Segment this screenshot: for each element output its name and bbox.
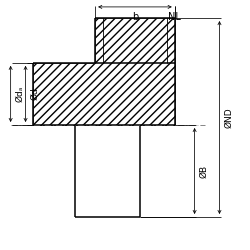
Text: NL: NL bbox=[168, 12, 181, 22]
Text: b: b bbox=[132, 12, 138, 22]
Text: Ød: Ød bbox=[30, 88, 39, 100]
Text: Ødₐ: Ødₐ bbox=[15, 86, 24, 102]
Text: ØB: ØB bbox=[199, 164, 208, 177]
Text: ØND: ØND bbox=[224, 107, 233, 128]
